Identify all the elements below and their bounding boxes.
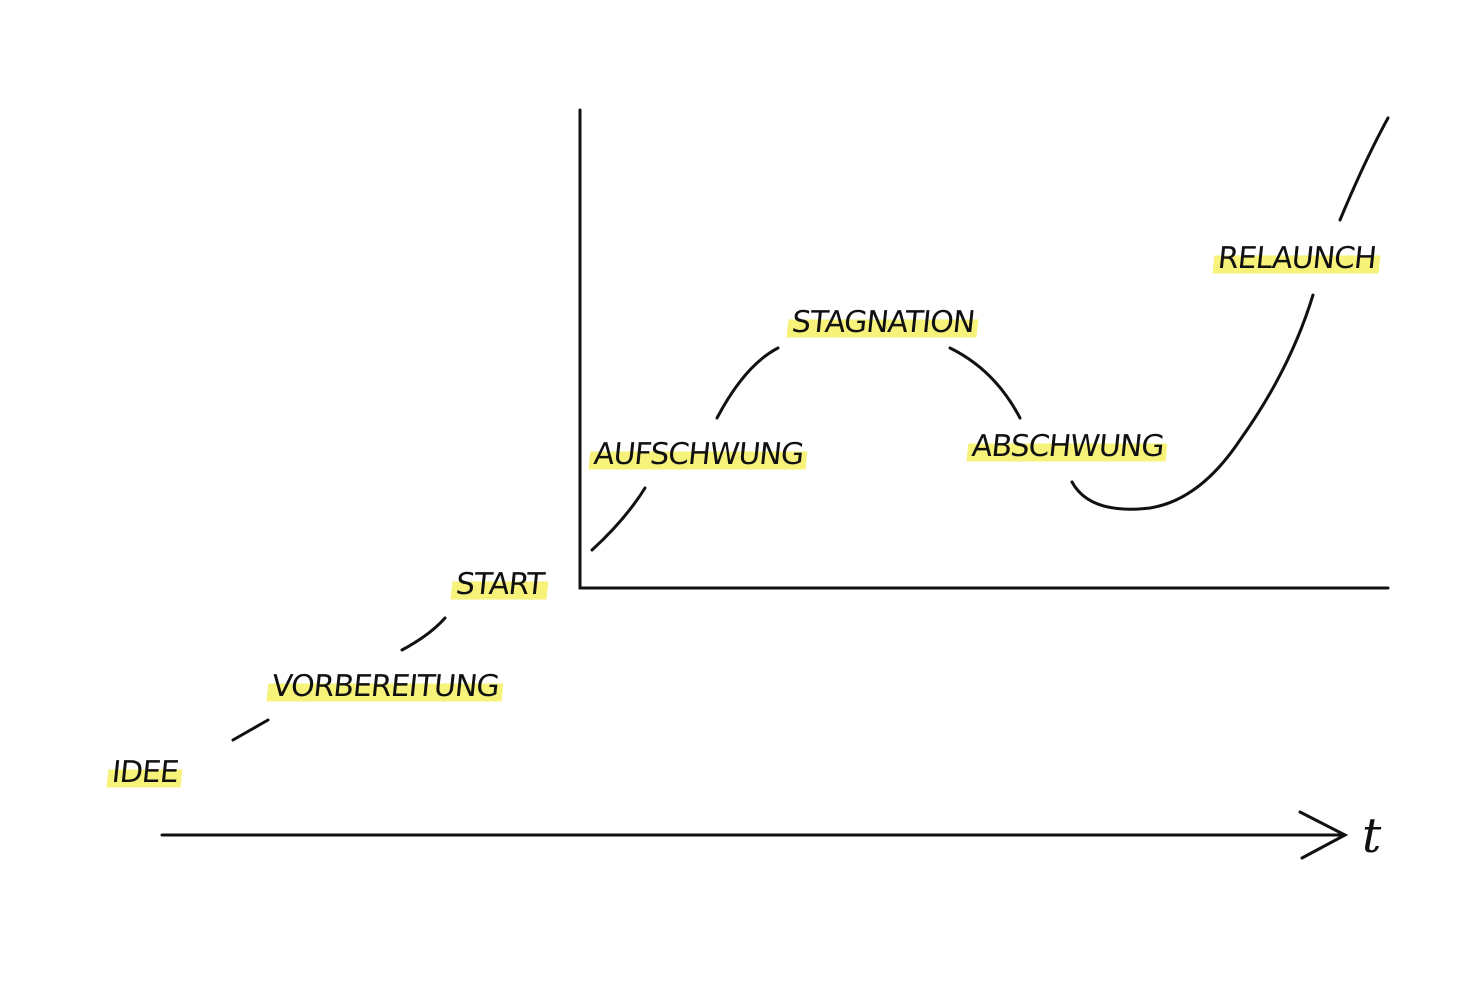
stage-label: IDEE bbox=[106, 755, 184, 790]
stage-label: STAGNATION bbox=[786, 305, 980, 340]
curve bbox=[1070, 293, 1315, 511]
stage-label: ABSCHWUNG bbox=[966, 429, 1170, 464]
stage-label: RELAUNCH bbox=[1212, 241, 1382, 276]
axis-label: t bbox=[1362, 808, 1382, 864]
curve bbox=[715, 346, 780, 420]
curve bbox=[400, 616, 447, 652]
curve bbox=[948, 346, 1022, 420]
curve bbox=[590, 486, 647, 552]
stage-label: VORBEREITUNG bbox=[266, 669, 505, 704]
arrow-head bbox=[1298, 810, 1349, 860]
stage-label: AUFSCHWUNG bbox=[588, 437, 809, 472]
curve bbox=[231, 718, 270, 742]
curve bbox=[1338, 116, 1390, 222]
stage-label: START bbox=[450, 567, 550, 602]
